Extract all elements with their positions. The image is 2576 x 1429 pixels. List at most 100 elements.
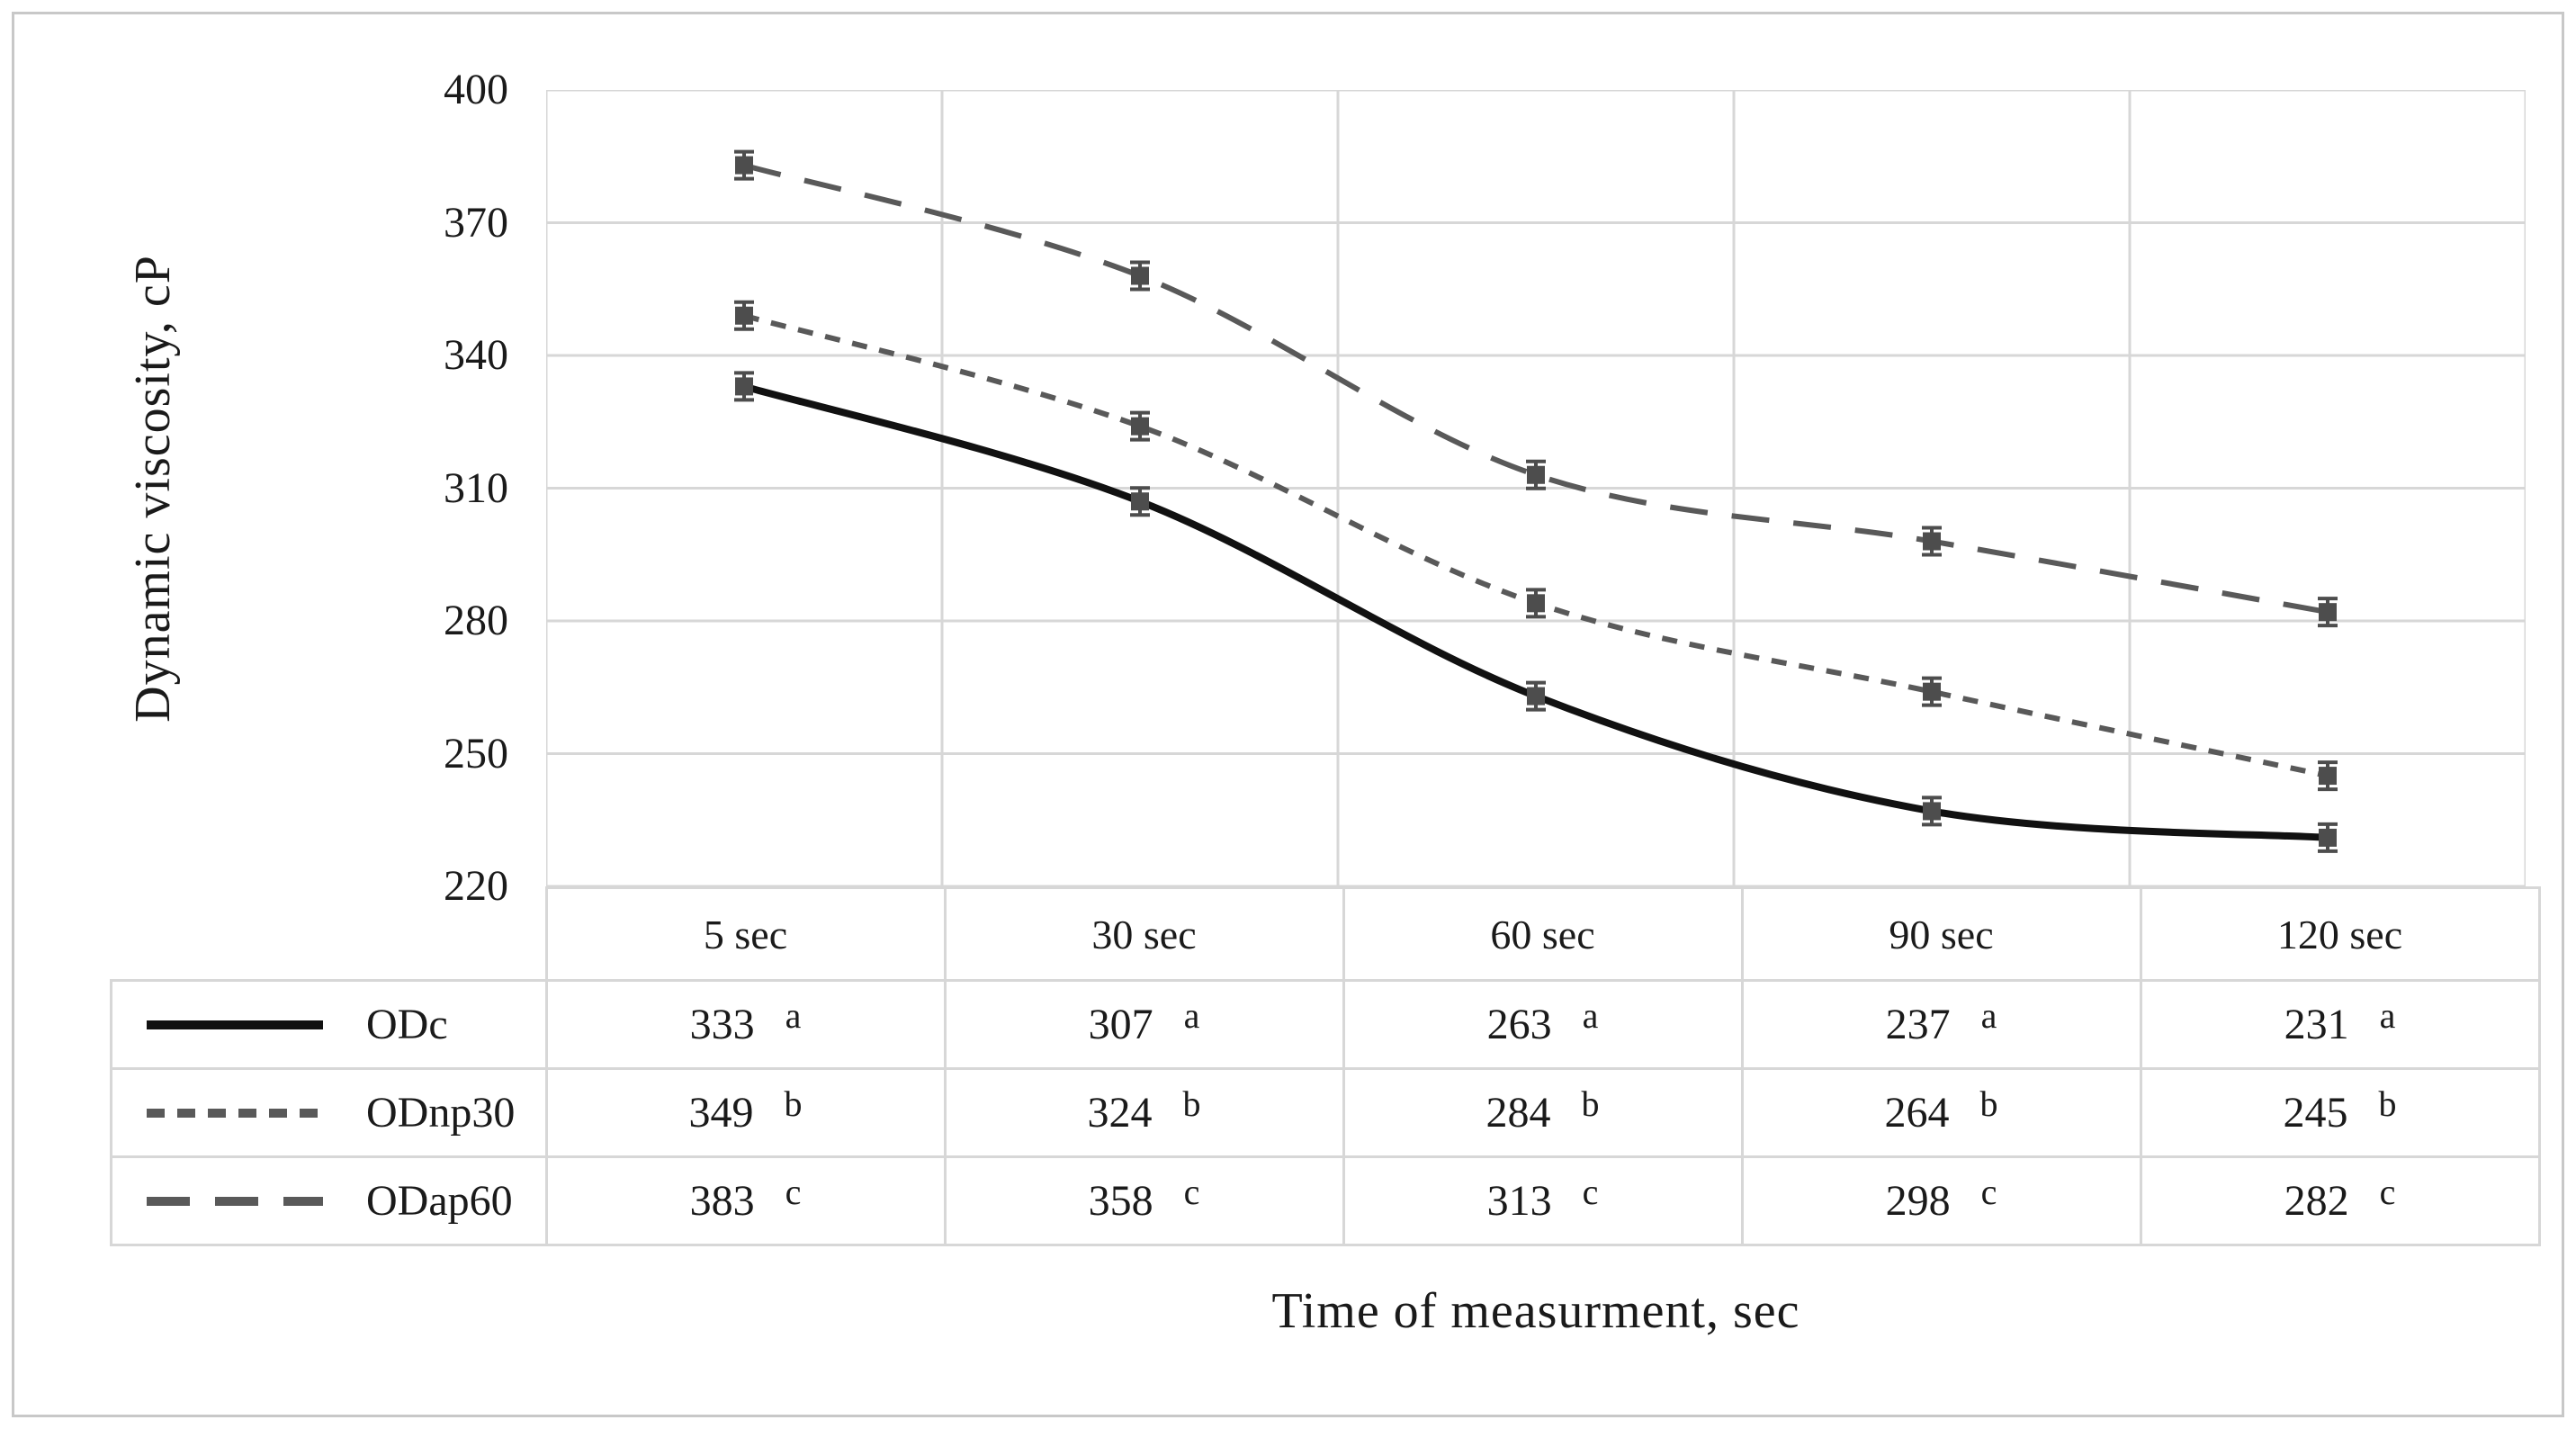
viscosity-value: 324 <box>1087 1089 1153 1137</box>
significance-letter: a <box>2379 995 2396 1036</box>
significance-letter: b <box>2378 1083 2397 1124</box>
data-point-marker <box>1923 532 1941 551</box>
data-point-marker <box>2319 767 2337 786</box>
viscosity-value: 313 <box>1486 1177 1552 1225</box>
value-cell-content: 245 b <box>2142 1083 2538 1137</box>
significance-letter: c <box>2379 1172 2396 1212</box>
legend-entry: ODc <box>112 1000 545 1049</box>
y-tick-label: 400 <box>444 66 508 113</box>
significance-letter: b <box>784 1083 803 1124</box>
category-label: 90 sec <box>1740 886 2142 982</box>
x-axis-title-text: Time of measurment, sec <box>1271 1283 1800 1339</box>
y-tick-label: 250 <box>444 729 508 777</box>
value-cell-content: 263 a <box>1345 995 1741 1049</box>
value-cell-content: 313 c <box>1345 1172 1741 1226</box>
x-axis-title: Time of measurment, sec <box>546 1282 2526 1372</box>
value-cell-content: 282 c <box>2142 1172 2538 1226</box>
viscosity-value: 245 <box>2283 1089 2348 1137</box>
viscosity-value: 282 <box>2284 1177 2349 1225</box>
data-point-marker <box>1131 417 1149 436</box>
value-cell-content: 231 a <box>2142 995 2538 1049</box>
y-tick-label: 310 <box>444 463 508 512</box>
viscosity-value: 284 <box>1485 1089 1551 1137</box>
significance-letter: c <box>785 1172 802 1212</box>
value-cell: 231 a <box>2139 979 2541 1070</box>
significance-letter: a <box>785 995 802 1036</box>
value-cell: 324 b <box>943 1067 1345 1158</box>
value-cell: 237 a <box>1740 979 2142 1070</box>
value-cell: 313 c <box>1342 1155 1744 1246</box>
viscosity-value: 231 <box>2284 1001 2349 1048</box>
value-cell: 264 b <box>1740 1067 2142 1158</box>
viscosity-value: 237 <box>1885 1001 1951 1048</box>
value-cell: 307 a <box>943 979 1345 1070</box>
value-cell-content: 383 c <box>548 1172 944 1226</box>
y-tick-label: 340 <box>444 331 508 379</box>
viscosity-value: 333 <box>689 1001 755 1048</box>
data-point-marker <box>1131 492 1149 511</box>
data-point-marker <box>1527 687 1545 706</box>
legend-line-sample-long-dash <box>147 1196 323 1206</box>
significance-letter: a <box>1582 995 1599 1036</box>
category-label: 5 sec <box>544 886 947 982</box>
legend-entry: ODnp30 <box>112 1088 545 1137</box>
data-point-marker <box>1527 594 1545 613</box>
legend-cell-ODnp30: ODnp30 <box>110 1067 548 1158</box>
value-cell-content: 237 a <box>1744 995 2140 1049</box>
significance-letter: b <box>1979 1083 1998 1124</box>
data-point-marker <box>1527 465 1545 484</box>
legend-line-sample-solid <box>147 1020 323 1029</box>
table-row-ODc: ODc 333 a 307 a 263 a 237 a 231 a <box>110 979 2541 1070</box>
viscosity-value: 298 <box>1885 1177 1951 1225</box>
data-point-marker <box>735 306 753 325</box>
legend-label: ODnp30 <box>366 1089 516 1137</box>
table-corner-blank <box>112 888 547 981</box>
y-tick-label: 280 <box>444 597 508 644</box>
legend-line-sample-short-dash <box>147 1108 323 1118</box>
significance-letter: b <box>1581 1083 1600 1124</box>
viscosity-value: 264 <box>1884 1089 1950 1137</box>
data-point-marker <box>1923 682 1941 701</box>
value-cell-content: 284 b <box>1345 1083 1741 1137</box>
significance-letter: a <box>1183 995 1200 1036</box>
significance-letter: a <box>1980 995 1997 1036</box>
value-cell: 245 b <box>2139 1067 2541 1158</box>
value-cell: 383 c <box>544 1155 947 1246</box>
value-cell: 284 b <box>1342 1067 1744 1158</box>
value-cell-content: 358 c <box>947 1172 1342 1226</box>
viscosity-value: 263 <box>1486 1001 1552 1048</box>
series-line-ODap60 <box>743 162 2329 616</box>
significance-letter: c <box>1582 1172 1599 1212</box>
value-cell-content: 298 c <box>1744 1172 2140 1226</box>
table-row-ODnp30: ODnp30 349 b 324 b 284 b 264 b 245 b <box>110 1067 2541 1158</box>
legend-label: ODc <box>366 1001 448 1048</box>
viscosity-value: 383 <box>689 1177 755 1225</box>
value-cell: 298 c <box>1740 1155 2142 1246</box>
category-label-row: 5 sec 30 sec 60 sec 90 sec 120 sec <box>112 886 2541 982</box>
value-cell-content: 333 a <box>548 995 944 1049</box>
category-label: 120 sec <box>2139 886 2541 982</box>
data-point-marker <box>735 377 753 396</box>
value-cell-content: 324 b <box>947 1083 1342 1137</box>
significance-letter: c <box>1183 1172 1200 1212</box>
data-point-marker <box>735 156 753 175</box>
y-tick-label: 370 <box>444 198 508 247</box>
significance-letter: c <box>1980 1172 1997 1212</box>
significance-letter: b <box>1182 1083 1201 1124</box>
viscosity-value: 349 <box>688 1089 754 1137</box>
value-cell: 282 c <box>2139 1155 2541 1246</box>
category-label: 60 sec <box>1342 886 1744 982</box>
category-label: 30 sec <box>943 886 1345 982</box>
data-point-marker <box>1131 266 1149 285</box>
data-point-marker <box>1923 802 1941 821</box>
value-cell-content: 264 b <box>1744 1083 2140 1137</box>
table-row-ODap60: ODap60 383 c 358 c 313 c 298 c 282 c <box>110 1155 2541 1246</box>
data-table: 5 sec 30 sec 60 sec 90 sec 120 sec ODc 333 a 307… <box>110 886 2541 1246</box>
plot-area <box>546 90 2526 886</box>
y-axis-title-text: Dynamic viscosity, cP <box>125 254 181 723</box>
value-cell: 263 a <box>1342 979 1744 1070</box>
value-cell: 333 a <box>544 979 947 1070</box>
y-axis-title: Dynamic viscosity, cP <box>54 90 252 886</box>
legend-label: ODap60 <box>366 1177 513 1225</box>
